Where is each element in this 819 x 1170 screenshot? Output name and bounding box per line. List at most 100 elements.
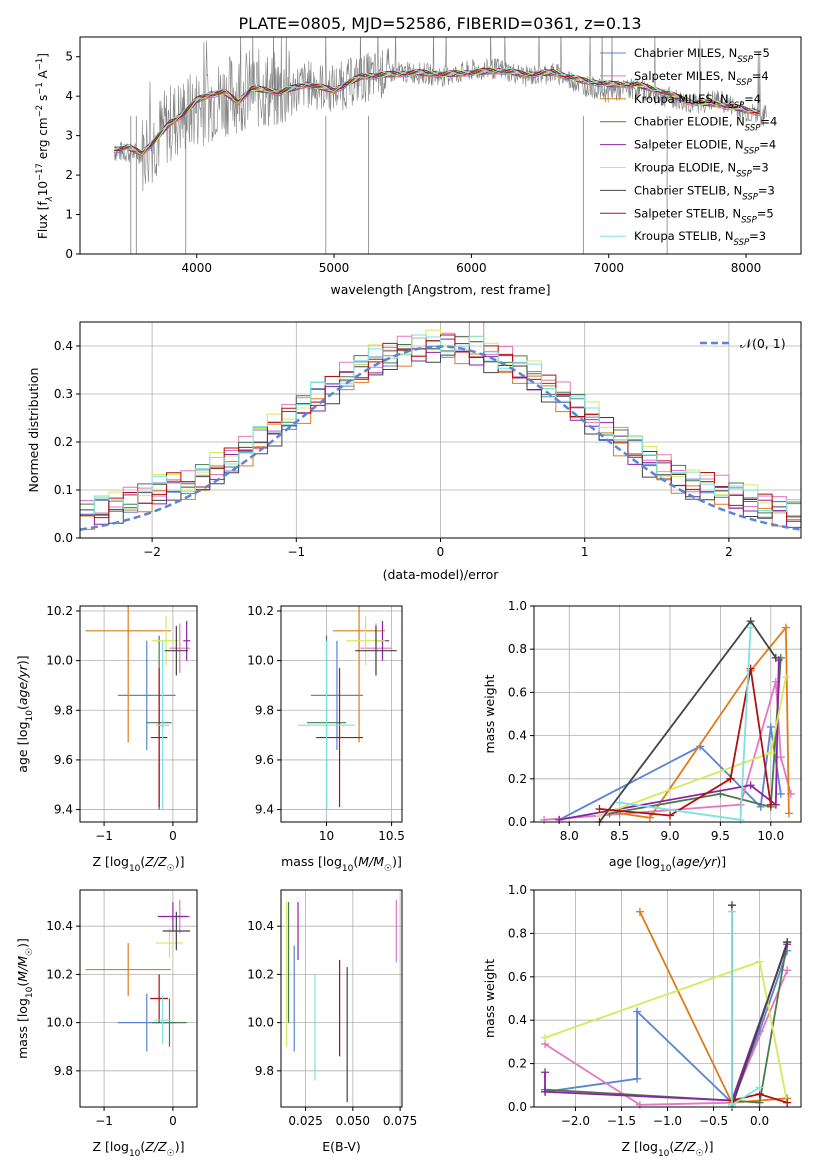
weight-marker-chabrier-stelib: [783, 938, 792, 947]
y-axis-label: mass weight: [482, 959, 497, 1038]
weight-marker-kroupa-elodie: [541, 1033, 550, 1042]
weight-line-kroupa-elodie: [544, 960, 789, 1103]
x-tick-label: 8.5: [610, 829, 629, 843]
weight-line-chabrier-elodie: [544, 941, 789, 1104]
y-tick-label: 9.8: [255, 1064, 274, 1078]
x-tick-label: 10.5: [378, 829, 405, 843]
weight-marker-kroupa-stelib: [755, 1083, 764, 1092]
y-tick-label: 0.3: [54, 387, 73, 401]
x-axis-label: Z [log10(Z/Z☉)]: [92, 1139, 184, 1159]
y-tick-label: 1: [65, 208, 73, 222]
x-tick-label: 0: [169, 1114, 177, 1128]
weight-marker-kroupa-stelib: [727, 907, 736, 916]
y-tick-label: 10.0: [46, 654, 73, 668]
hist-step-chabrier-stelib: [80, 343, 801, 524]
weight-marker-chabrier-miles: [633, 1007, 642, 1016]
legend-label: Chabrier ELODIE, NSSP=4: [634, 115, 777, 134]
axes-frame: [533, 605, 802, 823]
y-tick-label: 10.0: [46, 1016, 73, 1030]
x-tick-label: −1: [95, 1114, 113, 1128]
x-tick-label: −1.0: [653, 1114, 682, 1128]
x-tick-label: 8.0: [560, 829, 579, 843]
model-line-chabrier-stelib: [114, 67, 760, 153]
x-tick-label: −1.5: [607, 1114, 636, 1128]
y-tick-label: 0.4: [508, 729, 527, 743]
x-axis-label: mass [log10(M/M☉)]: [281, 854, 402, 874]
x-axis-label: age [log10(age/yr)]: [609, 854, 726, 874]
weight-marker-chabrier-elodie: [755, 1098, 764, 1107]
axes-frame: [280, 605, 403, 823]
axes-frame: [79, 889, 198, 1108]
y-tick-label: 9.8: [54, 1064, 73, 1078]
y-tick-label: 0.0: [54, 531, 73, 545]
x-tick-label: −2.0: [561, 1114, 590, 1128]
weight-marker-salpeter-elodie: [555, 815, 564, 824]
weight-marker-chabrier-miles: [766, 722, 775, 731]
x-tick-label: 0: [437, 545, 445, 559]
weight-marker-salpeter-stelib: [783, 1098, 792, 1107]
x-axis-label: Z [log10(Z/Z☉)]: [621, 1139, 713, 1159]
weight-marker-salpeter-miles: [776, 753, 785, 762]
weight-marker-salpeter-stelib: [595, 805, 604, 814]
y-tick-label: 0.6: [508, 685, 527, 699]
y-tick-label: 9.6: [54, 753, 73, 767]
y-tick-label: 9.8: [255, 703, 274, 717]
weight-line-salpeter-miles: [544, 969, 789, 1106]
legend-label: Kroupa MILES, NSSP=4: [634, 92, 761, 111]
y-tick-label: 4: [65, 89, 73, 103]
axes: [281, 606, 402, 822]
axes-frame: [79, 36, 802, 255]
y-axis-label: Normed distribution: [26, 368, 41, 493]
panels-layer: Chabrier MILES, NSSP=5 Salpeter MILES, NS…: [15, 36, 802, 1159]
x-tick-label: 1: [581, 545, 589, 559]
x-tick-label: 9.0: [660, 829, 679, 843]
x-tick-label: 0.050: [336, 1114, 370, 1128]
weight-marker-salpeter-stelib: [766, 800, 775, 809]
errorbars: [85, 606, 191, 810]
y-tick-label: 0.4: [508, 1013, 527, 1027]
x-tick-label: 10.0: [757, 829, 784, 843]
y-tick-label: 9.6: [255, 753, 274, 767]
x-tick-label: 9.5: [711, 829, 730, 843]
model-line-kroupa-stelib: [114, 67, 760, 156]
y-tick-label: 0.6: [508, 970, 527, 984]
x-tick-label: 0: [169, 829, 177, 843]
errorbars: [85, 899, 191, 1052]
weight-marker-salpeter-stelib: [666, 811, 675, 820]
x-tick-label: 0.0: [750, 1114, 769, 1128]
weight-line-chabrier-miles: [544, 950, 789, 1105]
x-tick-label: 10: [319, 829, 334, 843]
errorbars: [297, 606, 397, 810]
axes-frame: [280, 889, 403, 1108]
weight-marker-chabrier-miles: [633, 1074, 642, 1083]
weight-marker-kroupa-miles: [635, 907, 644, 916]
y-tick-label: 10.2: [247, 967, 274, 981]
weight-marker-salpeter-elodie: [541, 1087, 550, 1096]
spectrum-plot: [114, 37, 767, 254]
y-tick-label: 10.4: [247, 919, 274, 933]
legend-label-normal: 𝒩(0, 1): [740, 336, 786, 351]
y-tick-label: 0.2: [508, 1057, 527, 1071]
weight-marker-kroupa-miles: [784, 809, 793, 818]
weight-marker-salpeter-stelib: [726, 774, 735, 783]
y-tick-label: 9.4: [54, 803, 73, 817]
weight-marker-chabrier-miles: [776, 789, 785, 798]
weight-marker-kroupa-elodie: [766, 748, 775, 757]
x-tick-label: 2: [725, 545, 733, 559]
x-tick-label: 5000: [319, 261, 350, 275]
y-tick-label: 10.2: [46, 967, 73, 981]
axes-frame: [79, 605, 198, 823]
weight-marker-salpeter-elodie: [746, 781, 755, 790]
y-axis-label: mass [log10(M/M☉)]: [15, 938, 35, 1059]
y-tick-label: 10.0: [247, 1016, 274, 1030]
y-tick-label: 0.2: [54, 435, 73, 449]
y-tick-label: 10.2: [247, 604, 274, 618]
x-tick-label: 0.025: [288, 1114, 322, 1128]
errorbars: [286, 899, 397, 1103]
y-tick-label: 0.1: [54, 483, 73, 497]
legend-label: Kroupa STELIB, NSSP=3: [634, 229, 766, 248]
weight-line-kroupa-stelib: [731, 911, 761, 1107]
y-tick-label: 0.2: [508, 772, 527, 786]
weight-marker-salpeter-miles: [540, 815, 549, 824]
